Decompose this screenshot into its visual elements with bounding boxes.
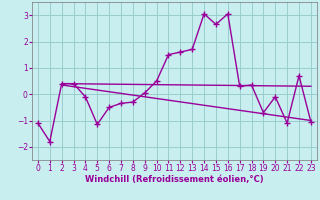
X-axis label: Windchill (Refroidissement éolien,°C): Windchill (Refroidissement éolien,°C) (85, 175, 264, 184)
